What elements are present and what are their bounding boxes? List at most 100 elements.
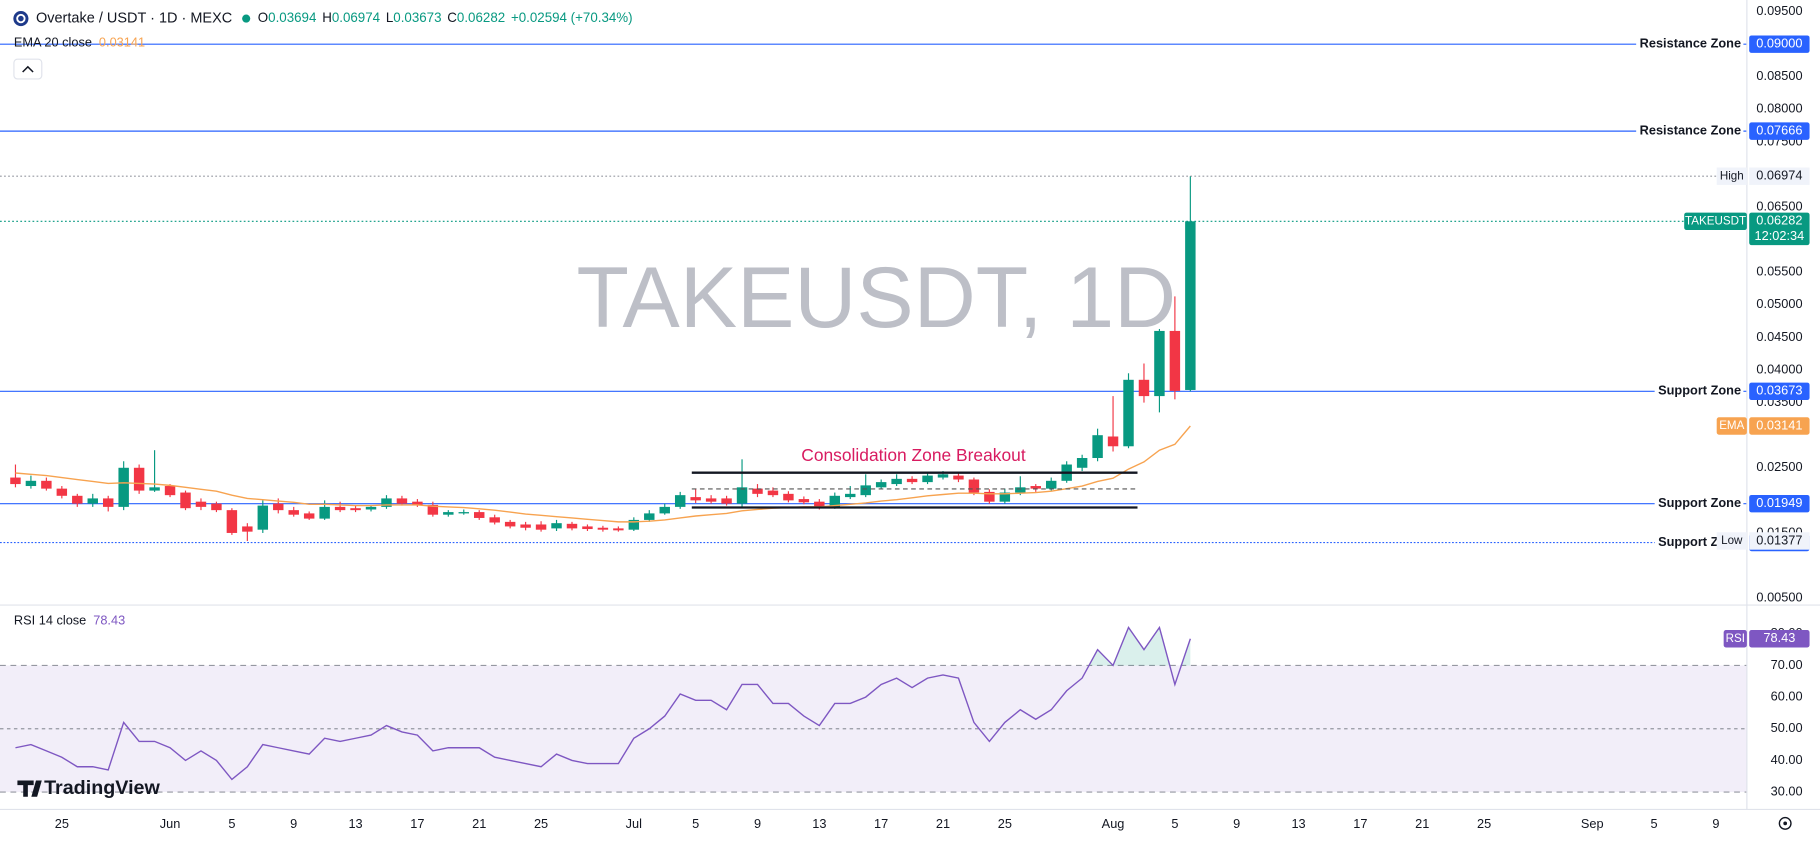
- rsi-tick-label: 30.00: [1771, 783, 1803, 798]
- candle-body: [504, 521, 516, 527]
- level-tag: [1749, 382, 1810, 401]
- candle-body: [1154, 330, 1165, 397]
- candle-body: [644, 513, 655, 520]
- level-tag: [1749, 35, 1810, 53]
- candle-body: [288, 510, 299, 515]
- level-tag: [1749, 122, 1810, 140]
- x-tick-label: Sep: [1581, 816, 1604, 831]
- x-tick-label: 17: [1353, 816, 1367, 831]
- candle-body: [1123, 379, 1134, 447]
- candle-body: [87, 498, 98, 504]
- candle-body: [242, 526, 253, 532]
- candle-body: [767, 490, 779, 496]
- candle-body: [783, 493, 794, 501]
- candle-body: [752, 488, 763, 494]
- candle-body: [1169, 330, 1181, 391]
- countdown: 12:02:34: [1755, 228, 1805, 243]
- x-tick-label: 5: [228, 816, 235, 831]
- symbol-tag-bg: [1684, 212, 1747, 231]
- ohlc-value: 0.06974: [332, 10, 381, 25]
- candle-body: [628, 519, 640, 530]
- ema-axis-bg: [1749, 417, 1810, 435]
- x-tick-label: 25: [534, 816, 548, 831]
- rsi-axis-value: 78.43: [1763, 630, 1795, 645]
- low-axis-bg: [1749, 532, 1810, 550]
- rsi-tick-label: 50.00: [1771, 720, 1803, 735]
- candle-body: [195, 501, 207, 507]
- x-tick-label: 25: [55, 816, 69, 831]
- high-tag: High: [1720, 169, 1744, 182]
- candle-body: [118, 467, 129, 507]
- y-tick-label: 0.05500: [1756, 264, 1802, 279]
- rsi-tag-bg: [1723, 630, 1747, 648]
- x-tick-label: 5: [692, 816, 699, 831]
- candle-body: [922, 475, 933, 483]
- candle-body: [798, 499, 810, 503]
- candle-body: [968, 479, 980, 493]
- x-tick-label: 9: [1233, 816, 1240, 831]
- low-tag: Low: [1721, 534, 1743, 547]
- candle-body: [1076, 458, 1088, 468]
- x-tick-label: 13: [1291, 816, 1305, 831]
- front-layer: Resistance Zone 0.09000 Resistance Zone 0.0…: [14, 34, 1810, 799]
- candle-body: [953, 475, 964, 480]
- ohlc-field: C: [447, 10, 457, 25]
- x-tick-label: 17: [410, 816, 424, 831]
- level-tag: [1749, 494, 1810, 513]
- ema-axis-value: 0.03141: [1756, 417, 1802, 432]
- candle-body: [489, 517, 500, 523]
- candle-body: [319, 506, 330, 519]
- candle-body: [365, 506, 377, 510]
- candle-body: [705, 498, 717, 502]
- x-tick-label: 25: [998, 816, 1012, 831]
- candle-body: [984, 491, 995, 502]
- candle-body: [1045, 480, 1057, 489]
- rsi-legend-name: RSI 14 close: [14, 613, 86, 628]
- level-tag-value: 0.07666: [1756, 122, 1802, 137]
- x-tick-label: 21: [1415, 816, 1429, 831]
- candle-body: [1092, 435, 1103, 459]
- candle-body: [273, 503, 284, 511]
- settings-icon[interactable]: [1778, 816, 1792, 830]
- candle-body: [41, 480, 52, 489]
- last-price: 0.06282: [1756, 213, 1802, 228]
- low-axis-value: 0.01377: [1756, 532, 1802, 547]
- candle-body: [257, 505, 269, 530]
- candle-body: [72, 495, 83, 504]
- collapse-button[interactable]: [13, 58, 43, 80]
- ema-tag-bg: [1716, 417, 1747, 435]
- rsi-line: [15, 625, 1192, 781]
- x-tick-label: Jul: [626, 816, 642, 831]
- level-label-bg: [1654, 495, 1744, 512]
- x-tick-label: 5: [1171, 816, 1178, 831]
- candle-body: [659, 506, 670, 514]
- rsi-tick-label: 70.00: [1771, 657, 1803, 672]
- symbol-logo-ring: [16, 13, 26, 24]
- candle-body: [551, 523, 562, 529]
- x-tick-label: Jun: [160, 816, 181, 831]
- level-label-bg: [1636, 122, 1744, 140]
- level-tag-value: 0.01949: [1756, 495, 1802, 510]
- x-tick-label: 13: [348, 816, 362, 831]
- symbol-logo: [13, 11, 29, 27]
- candle-body: [875, 482, 887, 488]
- candle-body: [674, 495, 686, 507]
- candle-body: [10, 477, 21, 485]
- candle-body: [226, 510, 238, 533]
- overbought-fill: [1089, 627, 1191, 666]
- level-tag-value: 0.03673: [1756, 383, 1802, 398]
- y-tick-label: 0.08500: [1756, 68, 1802, 83]
- candle-body: [350, 508, 361, 511]
- rsi-tick-label: 60.00: [1771, 688, 1803, 703]
- x-tick-label: 21: [936, 816, 950, 831]
- candle-body: [520, 524, 531, 528]
- x-tick-label: 25: [1477, 816, 1491, 831]
- x-tick-label: 21: [472, 816, 486, 831]
- collapse-icon: [22, 65, 34, 73]
- candle-body: [180, 492, 191, 509]
- candle-body: [396, 498, 408, 504]
- x-tick-label: 9: [754, 816, 761, 831]
